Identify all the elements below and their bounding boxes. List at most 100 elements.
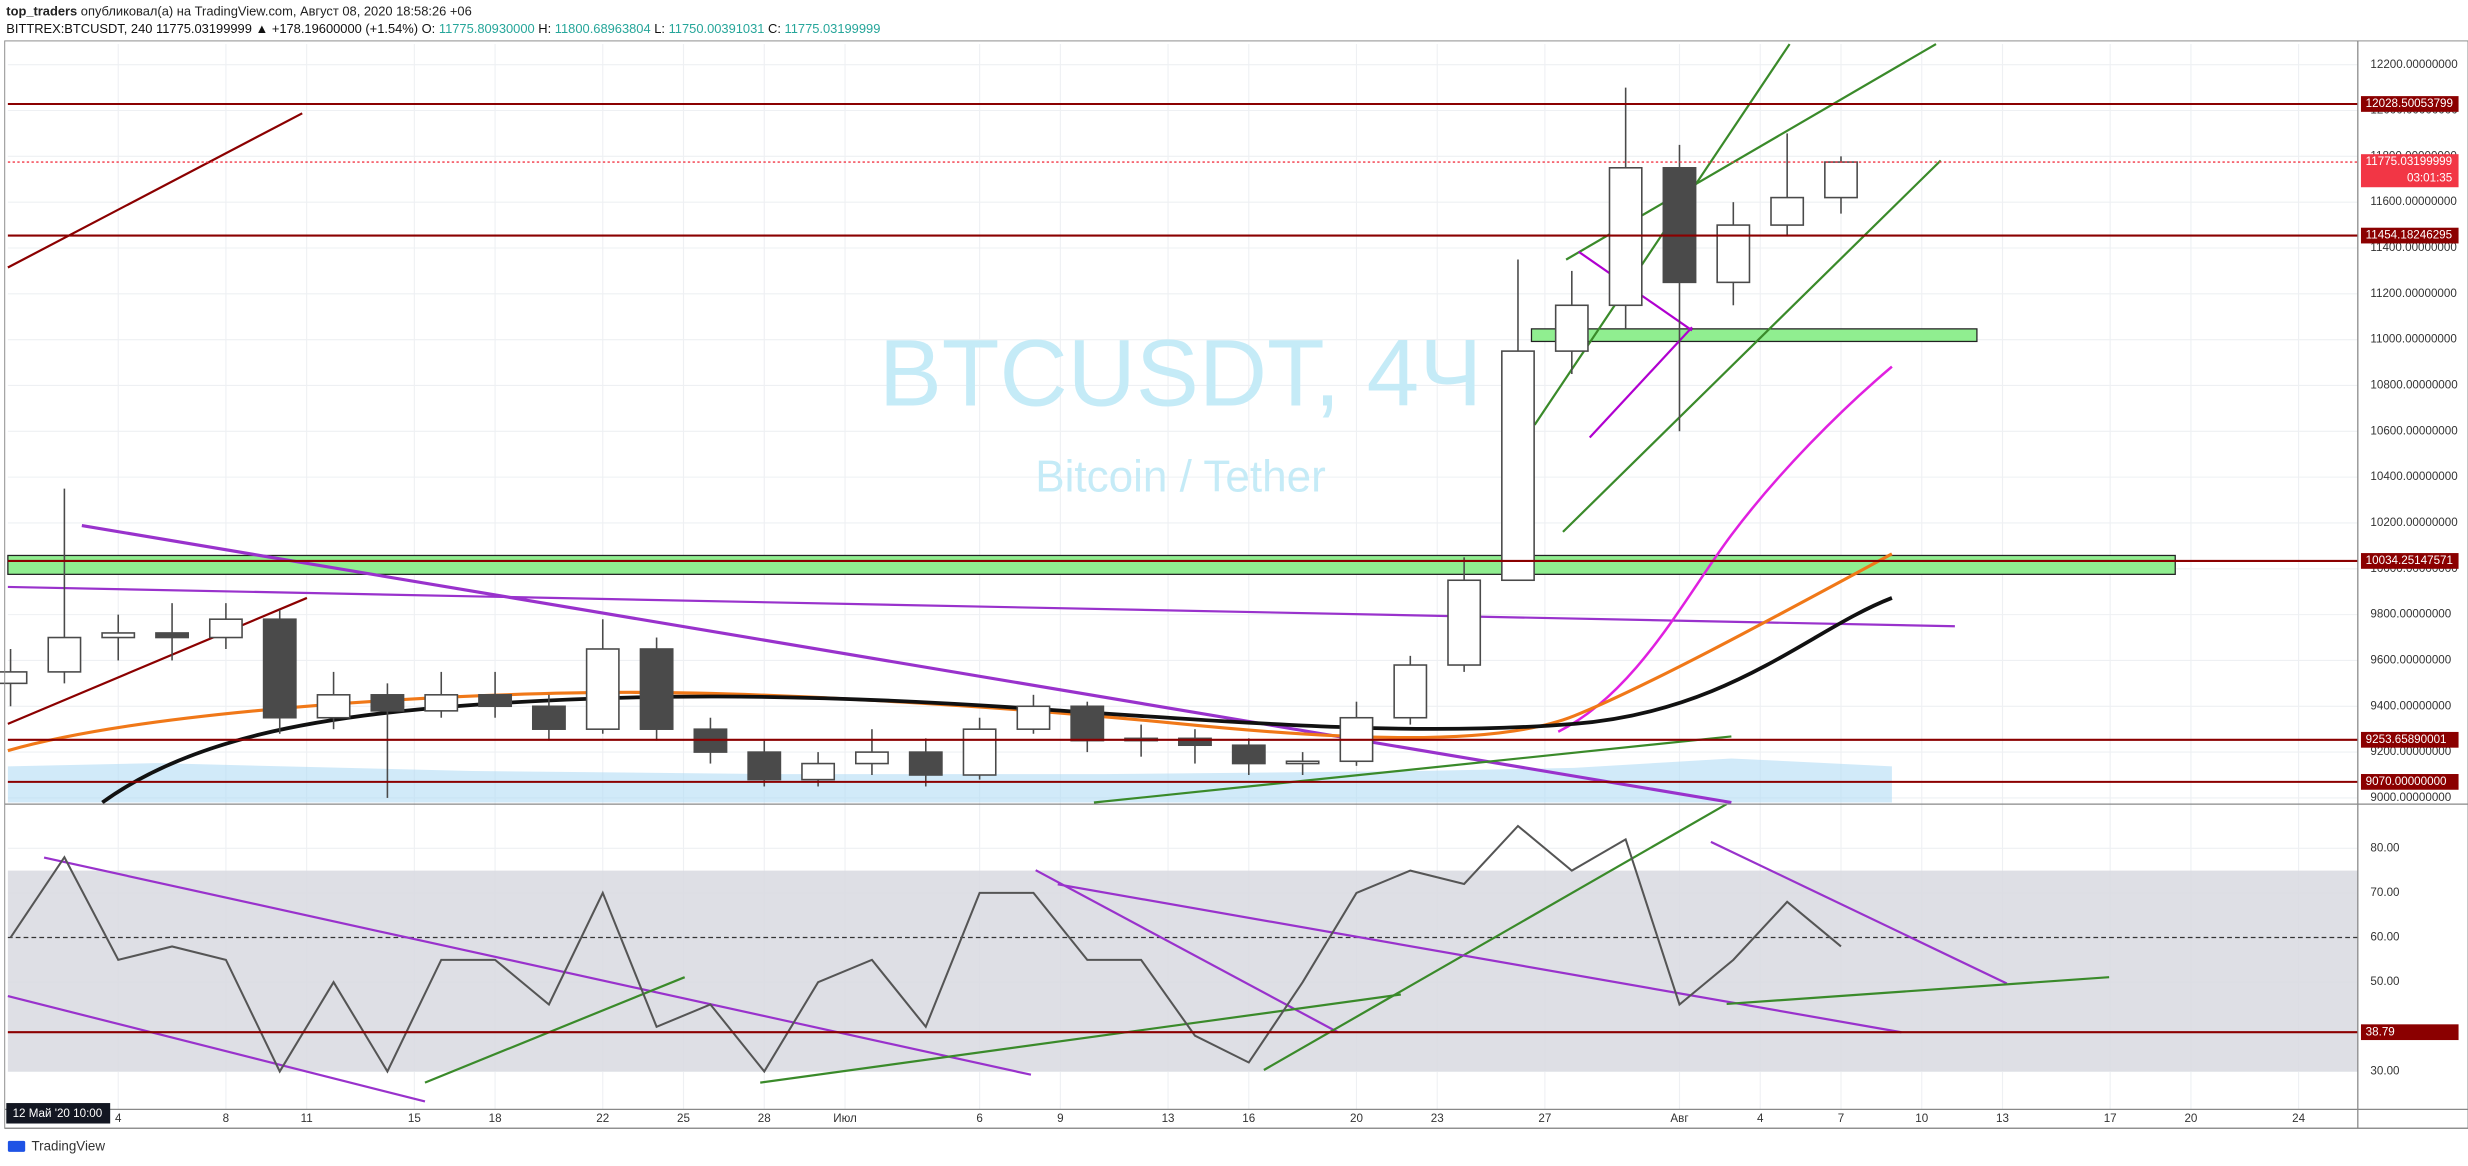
symbol-line: BITTREX:BTCUSDT, 240 11775.03199999 ▲ +1… — [6, 21, 880, 36]
x-tick-label: 17 — [2104, 1112, 2117, 1125]
y-tick-label: 11200.00000000 — [2370, 287, 2457, 300]
candle-body — [262, 618, 297, 719]
symbol-part: H: — [538, 21, 551, 36]
level-label: 12028.50053799 — [2366, 97, 2453, 110]
level-label-box — [2360, 1024, 2459, 1041]
triangle-line — [1588, 326, 1693, 439]
y-tick-label: 11400.00000000 — [2370, 241, 2457, 254]
candle-body — [1285, 760, 1320, 765]
footer: TradingView — [31, 1139, 105, 1154]
x-tick-label: 24 — [2292, 1112, 2305, 1125]
x-tick-label: 16 — [1242, 1112, 1255, 1125]
y-tick-label: 30.00 — [2370, 1064, 2400, 1077]
header-line: top_traders опубликовал(а) на TradingVie… — [6, 4, 471, 19]
x-tick-label: 18 — [489, 1112, 502, 1125]
candle-body — [1716, 224, 1751, 284]
rsi-trend-line — [424, 976, 686, 1084]
y-tick-label: 80.00 — [2370, 841, 2400, 854]
x-tick-label: 8 — [223, 1112, 229, 1125]
trend-line — [81, 524, 1732, 805]
x-tick-label: 13 — [1996, 1112, 2009, 1125]
candle-body — [47, 636, 82, 673]
y-tick-label: 70.00 — [2370, 886, 2400, 899]
watermark-name: Bitcoin / Tether — [1035, 453, 1326, 502]
rsi-trend-line — [1726, 976, 2110, 1006]
rsi-band — [7, 870, 2358, 1072]
level-label-box — [2360, 553, 2459, 569]
published: опубликовал(а) на TradingView.com, Авгус… — [81, 4, 472, 19]
candle-body — [1231, 744, 1266, 765]
candle-body — [155, 632, 190, 639]
trend-line — [1093, 735, 1732, 804]
candle-body — [1447, 579, 1482, 666]
level-label: 11454.18246295 — [2366, 229, 2452, 242]
last-price-label: 11775.03199999 — [2366, 155, 2452, 168]
trend-line — [7, 585, 1955, 628]
level-label: 9253.65890001 — [2366, 733, 2447, 746]
moving-average — [1557, 365, 1893, 733]
x-tick-label: 4 — [1757, 1112, 1764, 1125]
y-tick-label: 9800.00000000 — [2370, 608, 2451, 621]
x-tick-label: 25 — [677, 1112, 690, 1125]
x-tick-label: 11 — [301, 1112, 313, 1125]
level-label: 10034.25147571 — [2366, 554, 2453, 567]
candle-body — [1501, 350, 1535, 582]
candle-body — [908, 751, 943, 776]
x-tick-label: 15 — [408, 1112, 421, 1125]
last-price-box — [2360, 154, 2459, 188]
zone — [1530, 328, 1978, 343]
watermark-symbol: BTCUSDT, 4Ч — [879, 322, 1482, 427]
candle-body — [1393, 664, 1428, 719]
candle-body — [1662, 167, 1697, 284]
y-tick-label: 10800.00000000 — [2370, 379, 2458, 392]
rsi-trend-line — [1263, 803, 1728, 1071]
x-tick-label: Авг — [1670, 1112, 1688, 1125]
candle-body — [1554, 304, 1589, 352]
zone — [7, 554, 2176, 575]
crosshair-label: 12 Май '20 10:00 — [13, 1107, 103, 1120]
candle-body — [801, 762, 836, 781]
candle-body — [208, 618, 243, 639]
candle-body — [855, 751, 889, 765]
candle-body — [531, 705, 566, 730]
level-label-box — [2360, 731, 2459, 748]
y-tick-label: 11000.00000000 — [2370, 333, 2457, 346]
candle-body — [370, 694, 405, 712]
trend-line — [7, 112, 303, 269]
candle-body — [962, 728, 997, 776]
candle-body — [1070, 705, 1105, 742]
symbol-part: 11750.00391031 — [669, 21, 765, 36]
symbol-part: C: — [768, 21, 781, 36]
level-label-box — [2360, 96, 2459, 112]
y-tick-label: 9200.00000000 — [2370, 745, 2451, 758]
rsi-line — [9, 824, 1842, 1074]
candle-body — [1178, 737, 1212, 747]
rsi-trend-line — [43, 856, 1032, 1076]
symbol-part: 11800.68963804 — [555, 21, 651, 36]
y-tick-label: 10600.00000000 — [2370, 424, 2458, 437]
x-tick-label: 7 — [1838, 1112, 1844, 1125]
level-label: 38.79 — [2366, 1025, 2395, 1038]
volume-area — [7, 758, 1892, 803]
y-tick-label: 11600.00000000 — [2370, 195, 2457, 208]
x-tick-label: 20 — [2184, 1112, 2197, 1125]
channel-line — [1562, 159, 1942, 533]
candle-body — [747, 751, 782, 781]
author: top_traders — [6, 4, 77, 19]
symbol-part: L: — [654, 21, 665, 36]
rsi-trend-line — [1057, 883, 1902, 1034]
marks — [0, 87, 2358, 1074]
rsi-trend-line — [7, 994, 426, 1103]
y-tick-label: 9600.00000000 — [2370, 654, 2451, 667]
symbol-part: 11775.80930000 — [439, 21, 535, 36]
x-tick-label: 20 — [1350, 1112, 1363, 1125]
candle-body — [585, 648, 620, 730]
symbol-part: BITTREX:BTCUSDT, 240 — [6, 21, 152, 36]
frame — [4, 40, 2468, 1129]
x-tick-label: 27 — [1538, 1112, 1551, 1125]
x-tick-label: 6 — [976, 1112, 982, 1125]
y-tick-label: 10200.00000000 — [2370, 516, 2458, 529]
y-tick-label: 60.00 — [2370, 931, 2400, 944]
